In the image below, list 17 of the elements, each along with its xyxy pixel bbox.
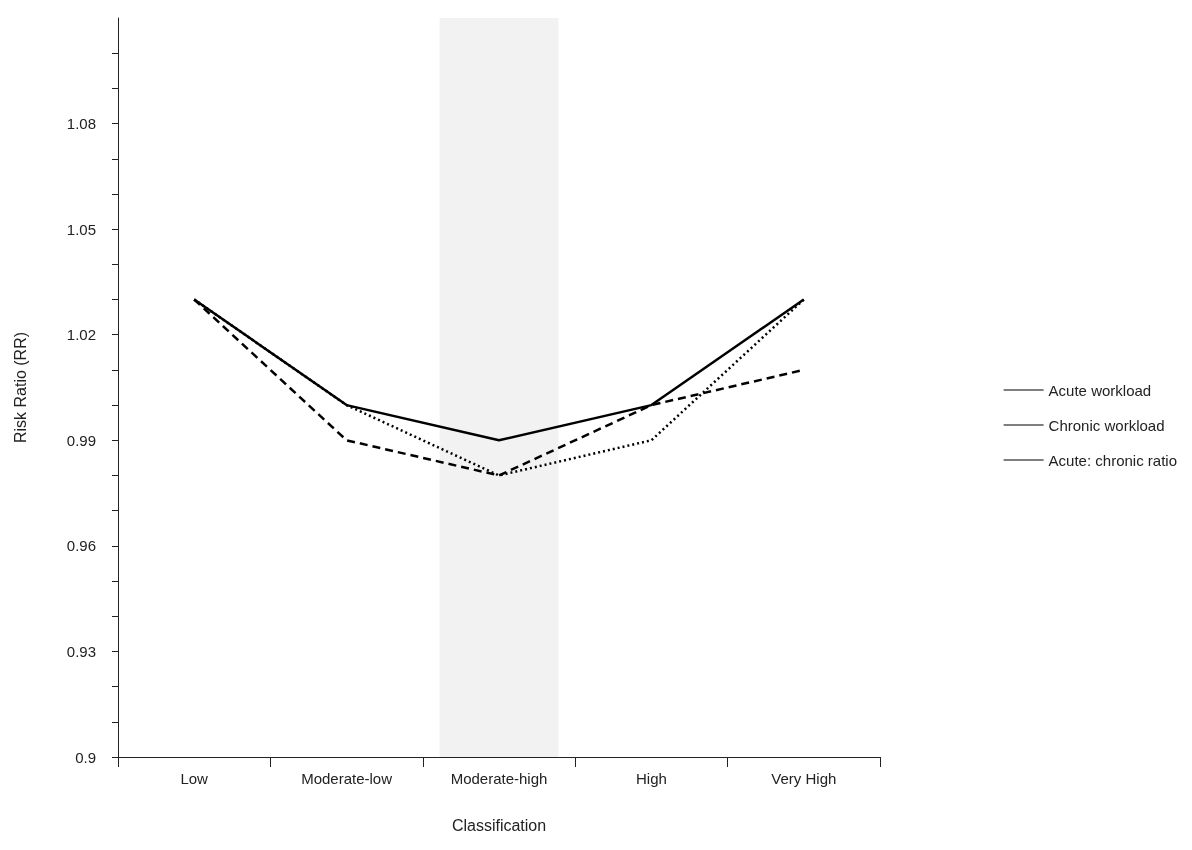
x-tick-label: Low (180, 770, 209, 787)
y-tick-label: 0.9 (75, 748, 96, 766)
y-tick-label: 1.02 (66, 326, 96, 344)
x-tick-label: Moderate-high (450, 770, 548, 787)
legend-label: Acute: chronic ratio (1048, 451, 1178, 469)
x-tick-label: Very High (771, 770, 837, 787)
y-tick-label: 0.96 (66, 537, 96, 555)
y-tick-label: 1.05 (66, 220, 96, 238)
x-axis-title: Classification (451, 816, 547, 834)
y-axis-title: Risk Ratio (RR) (11, 331, 29, 444)
legend-label: Acute workload (1048, 381, 1152, 399)
x-tick-label: Moderate-low (301, 770, 393, 787)
y-tick-label: 0.93 (66, 642, 96, 660)
y-tick-label: 0.99 (66, 431, 96, 449)
legend-label: Chronic workload (1048, 416, 1165, 434)
x-tick-label: High (635, 770, 667, 787)
y-tick-label: 1.08 (66, 115, 96, 133)
